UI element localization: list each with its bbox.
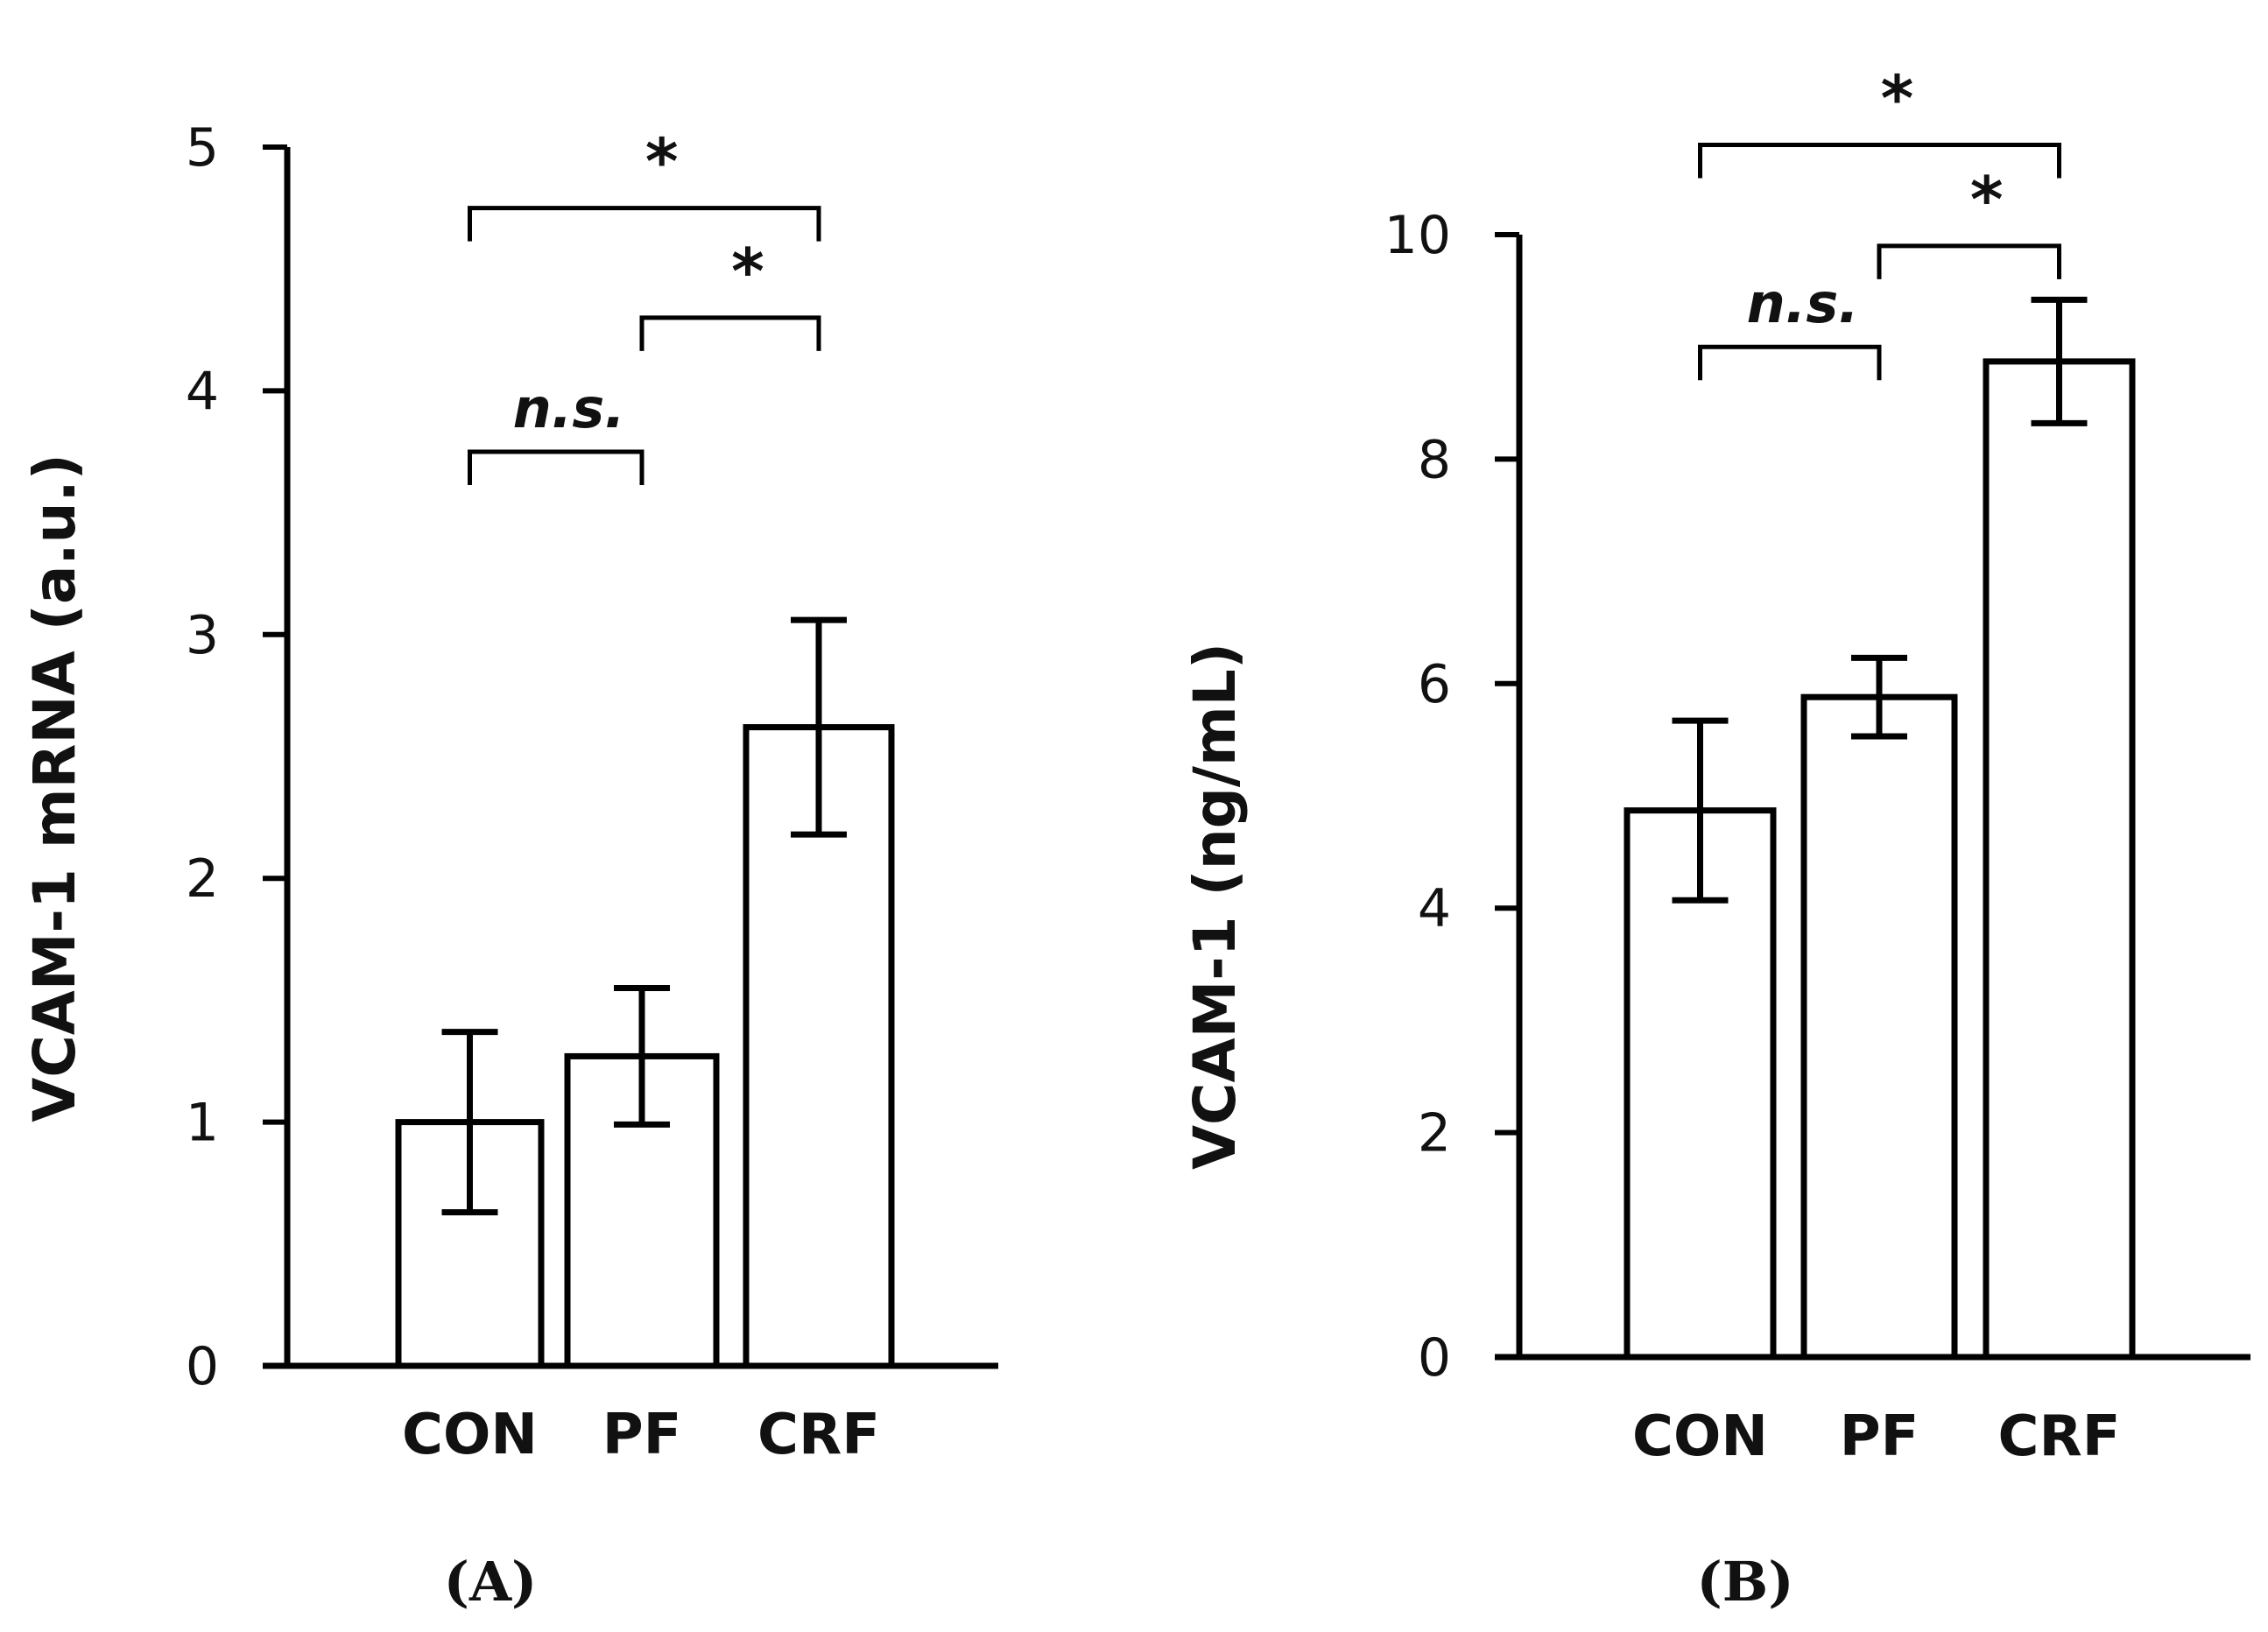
significance-star-label: * (645, 125, 679, 199)
y-tick-label: 6 (1418, 654, 1451, 715)
y-tick-label: 10 (1384, 205, 1451, 266)
y-tick-label: 3 (186, 605, 219, 666)
significance-bracket (468, 449, 644, 485)
significance-bracket (468, 206, 821, 242)
bar-crf (743, 724, 895, 1369)
significance-ns-label: n.s. (513, 376, 625, 440)
y-axis-title: VCAM-1 (ng/mL) (1181, 643, 1249, 1170)
y-tick-label: 0 (1418, 1327, 1451, 1389)
bar-pf (1800, 693, 1958, 1361)
category-label-crf: CRF (757, 1403, 880, 1467)
significance-bracket (639, 315, 821, 351)
y-tick-label: 2 (1418, 1103, 1451, 1164)
y-tick-label: 4 (186, 361, 219, 422)
y-tick-label: 0 (186, 1336, 219, 1397)
panel-label: (A) (444, 1550, 538, 1614)
category-label-pf: PF (602, 1403, 682, 1467)
panel-a: 0 1 2 3 4 5 VCAM-1 mRNA (a.u.) CON PF CRF n.s. * * (A… (21, 117, 998, 1614)
significance-bracket (1698, 142, 2061, 179)
significance-ns-label: n.s. (1747, 271, 1859, 335)
significance-bracket (1877, 243, 2061, 279)
significance-star-label: * (1970, 163, 2004, 236)
y-tick-label: 1 (186, 1093, 219, 1154)
significance-bracket (1698, 344, 1882, 381)
category-label-con: CON (402, 1403, 538, 1467)
category-label-con: CON (1632, 1404, 1768, 1469)
panel-label: (B) (1696, 1550, 1793, 1614)
significance-star-label: * (1881, 61, 1914, 135)
y-tick-label: 2 (186, 848, 219, 910)
y-tick-label: 4 (1418, 878, 1451, 939)
y-tick-label: 8 (1418, 429, 1451, 490)
y-axis-title: VCAM-1 mRNA (a.u.) (21, 454, 88, 1122)
y-tick-label: 5 (186, 117, 219, 179)
significance-star-label: * (731, 235, 764, 308)
bar-crf (1983, 358, 2136, 1361)
panel-b: 0 2 4 6 8 10 VCAM-1 (ng/mL) CON PF CRF n.s. * * (B) (1181, 61, 2250, 1614)
category-label-pf: PF (1840, 1404, 1919, 1469)
category-label-crf: CRF (1998, 1404, 2121, 1469)
